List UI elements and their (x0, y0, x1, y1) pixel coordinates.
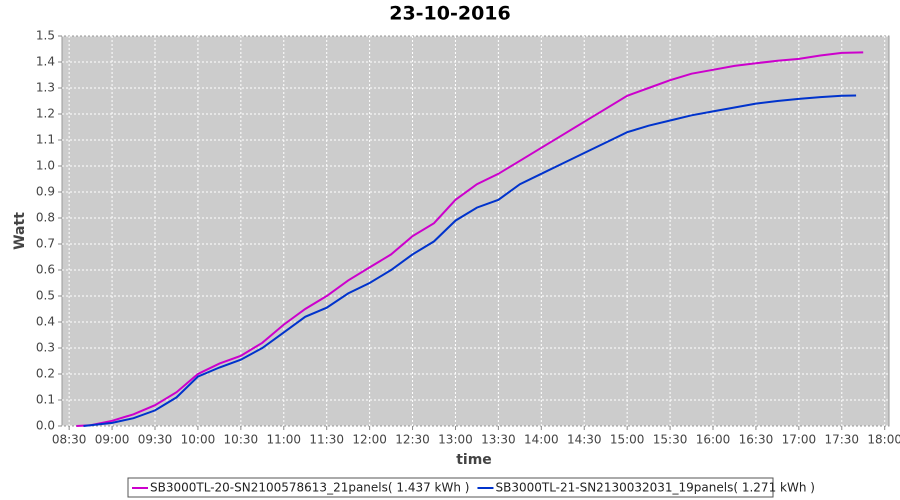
x-tick-label: 09:30 (138, 433, 173, 447)
x-tick-label: 15:00 (610, 433, 645, 447)
y-tick-label: 0.7 (36, 237, 55, 251)
x-tick-label: 13:00 (438, 433, 473, 447)
legend-label: SB3000TL-20-SN2100578613_21panels( 1.437… (150, 481, 469, 495)
y-tick-label: 0.6 (36, 263, 55, 277)
y-tick-label: 1.2 (36, 107, 55, 121)
x-tick-label: 10:00 (181, 433, 216, 447)
x-axis-label: time (456, 452, 492, 468)
y-axis-label: Watt (12, 212, 28, 250)
y-tick-label: 1.4 (36, 55, 55, 69)
y-tick-label: 0.0 (36, 419, 55, 433)
x-tick-label: 13:30 (481, 433, 516, 447)
chart-title: 23-10-2016 (389, 3, 511, 25)
x-tick-label: 12:30 (395, 433, 430, 447)
x-tick-label: 09:00 (95, 433, 130, 447)
y-tick-label: 0.5 (36, 289, 55, 303)
x-tick-label: 17:30 (824, 433, 859, 447)
y-tick-label: 0.9 (36, 185, 55, 199)
series-line (83, 94, 857, 427)
x-tick-label: 15:30 (653, 433, 688, 447)
y-tick-label: 1.5 (36, 29, 55, 43)
x-tick-label: 10:30 (224, 433, 259, 447)
x-tick-label: 14:30 (567, 433, 602, 447)
legend (127, 477, 774, 498)
x-tick-label: 11:00 (266, 433, 301, 447)
x-tick-label: 16:30 (739, 433, 774, 447)
y-tick-label: 0.8 (36, 211, 55, 225)
plot-area (61, 35, 890, 427)
x-tick-label: 16:00 (696, 433, 731, 447)
series-line (76, 51, 864, 427)
y-tick-label: 1.3 (36, 81, 55, 95)
y-tick-label: 0.1 (36, 393, 55, 407)
x-tick-label: 08:30 (52, 433, 87, 447)
y-tick-label: 0.3 (36, 341, 55, 355)
y-tick-label: 1.0 (36, 159, 55, 173)
x-tick-label: 17:00 (782, 433, 817, 447)
x-tick-label: 12:00 (352, 433, 387, 447)
x-tick-label: 11:30 (309, 433, 344, 447)
x-tick-label: 14:00 (524, 433, 559, 447)
legend-label: SB3000TL-21-SN2130032031_19panels( 1.271… (495, 481, 814, 495)
y-tick-label: 0.2 (36, 367, 55, 381)
y-tick-label: 1.1 (36, 133, 55, 147)
x-tick-label: 18:00 (867, 433, 900, 447)
y-tick-label: 0.4 (36, 315, 55, 329)
